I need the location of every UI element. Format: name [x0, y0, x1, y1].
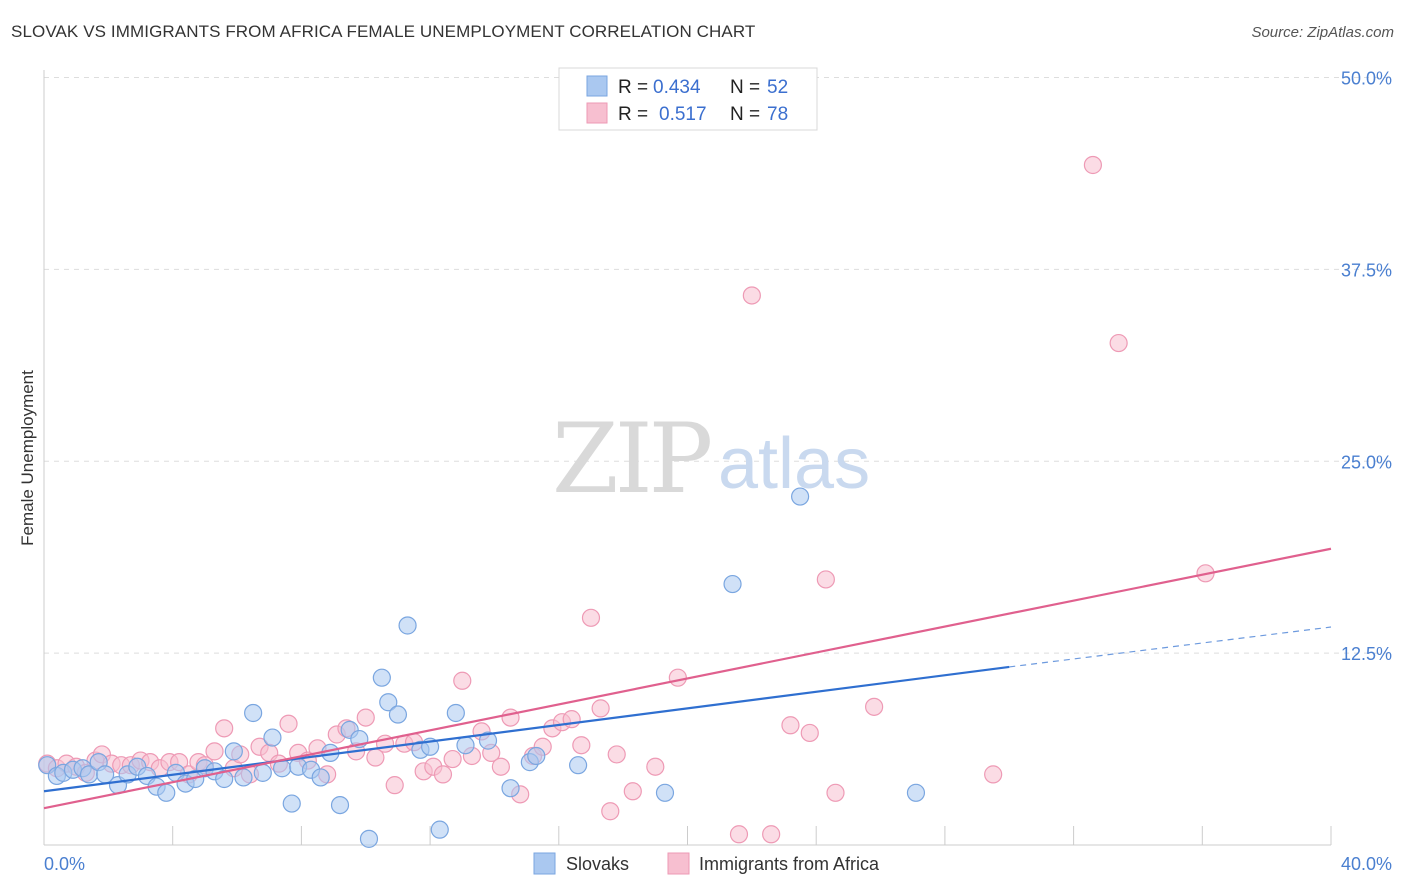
watermark-zip: ZIP	[552, 403, 711, 515]
chart-title: SLOVAK VS IMMIGRANTS FROM AFRICA FEMALE …	[11, 22, 756, 41]
africa-point	[453, 671, 472, 690]
slovaks-point	[330, 795, 350, 815]
africa-point	[385, 776, 404, 795]
legend-swatch-slovaks	[586, 75, 608, 97]
slovaks-trend-line	[43, 665, 1010, 793]
watermark: ZIP atlas	[552, 403, 870, 515]
africa-point	[279, 714, 298, 733]
africa-point	[443, 749, 462, 769]
africa-point	[491, 757, 510, 776]
trend-lines	[43, 547, 1332, 810]
africa-point	[668, 668, 687, 687]
slovaks-point	[501, 779, 520, 798]
slovaks-point	[446, 703, 465, 723]
africa-point	[742, 286, 761, 305]
slovaks-point	[527, 746, 546, 766]
legend-n-value-1: 52	[767, 77, 788, 98]
legend-r-label-2: R =	[618, 104, 648, 125]
africa-point	[356, 708, 375, 727]
slovaks-point	[388, 705, 408, 724]
africa-point	[826, 783, 845, 802]
slovaks-point	[359, 829, 379, 848]
africa-point	[623, 782, 642, 801]
africa-point	[646, 757, 665, 776]
legend: R = 0.434 N = 52 R = 0.517 N = 78	[558, 67, 818, 131]
y-tick-label: 12.5%	[1341, 644, 1392, 664]
x-axis-ticks	[172, 826, 1332, 845]
legend-n-label-1: N =	[730, 77, 760, 98]
africa-point	[433, 765, 453, 784]
slovaks-point	[478, 731, 498, 750]
slovaks-point	[372, 668, 391, 687]
slovaks-point	[157, 783, 176, 802]
y-tick-label: 50.0%	[1341, 69, 1392, 89]
slovaks-point	[244, 703, 263, 723]
slovaks-point	[224, 742, 243, 761]
africa-trend-line	[43, 547, 1332, 810]
slovaks-point	[456, 736, 475, 755]
slovaks-point	[906, 783, 926, 802]
africa-point	[607, 745, 626, 764]
slovaks-point	[253, 763, 272, 782]
bottom-legend-swatch-africa	[667, 852, 690, 875]
slovaks-point	[282, 794, 301, 813]
africa-point	[215, 719, 234, 738]
x-tick-label-min: 0.0%	[44, 854, 85, 874]
africa-point	[581, 608, 601, 627]
africa-point	[591, 699, 610, 718]
legend-r-label-1: R =	[618, 77, 648, 98]
slovaks-point	[430, 820, 449, 839]
africa-point	[762, 825, 781, 844]
slovaks-trend-extension	[1009, 626, 1332, 668]
series-slovaks-points	[38, 487, 926, 848]
legend-r-value-2: 0.517	[659, 104, 707, 125]
y-tick-labels: 12.5% 25.0% 37.5% 50.0%	[1341, 69, 1392, 665]
africa-point	[865, 697, 884, 716]
slovaks-point	[234, 768, 253, 787]
y-axis-label: Female Unemployment	[18, 370, 37, 546]
africa-point	[800, 723, 819, 743]
slovaks-point	[723, 574, 742, 594]
legend-n-label-2: N =	[730, 104, 760, 125]
bottom-legend: Slovaks Immigrants from Africa	[533, 852, 880, 875]
x-tick-label-max: 40.0%	[1341, 854, 1392, 874]
grid-lines	[44, 77, 1392, 654]
legend-swatch-africa	[586, 102, 608, 124]
bottom-legend-label-africa: Immigrants from Africa	[699, 854, 880, 874]
africa-point	[1109, 333, 1128, 353]
slovaks-point	[791, 487, 810, 506]
africa-point	[501, 708, 520, 727]
bottom-legend-label-slovaks: Slovaks	[566, 854, 629, 874]
africa-point	[1083, 155, 1103, 175]
legend-r-value-1: 0.434	[653, 77, 701, 98]
source-credit: Source: ZipAtlas.com	[1251, 24, 1394, 41]
slovaks-point	[398, 616, 417, 635]
africa-point	[781, 716, 800, 735]
africa-point	[601, 802, 620, 821]
slovaks-point	[655, 783, 675, 802]
bottom-legend-swatch-slovaks	[533, 852, 556, 875]
slovaks-point	[569, 756, 588, 775]
africa-point	[572, 736, 591, 755]
africa-point	[816, 570, 835, 589]
africa-point	[729, 825, 749, 844]
africa-point	[984, 765, 1003, 784]
africa-point	[205, 742, 224, 761]
slovaks-point	[379, 693, 398, 712]
legend-n-value-2: 78	[767, 104, 788, 125]
slovaks-point	[263, 728, 282, 747]
y-tick-label: 25.0%	[1341, 452, 1392, 472]
y-tick-label: 37.5%	[1341, 260, 1392, 280]
slovaks-point	[311, 768, 330, 787]
slovaks-point	[215, 769, 234, 789]
